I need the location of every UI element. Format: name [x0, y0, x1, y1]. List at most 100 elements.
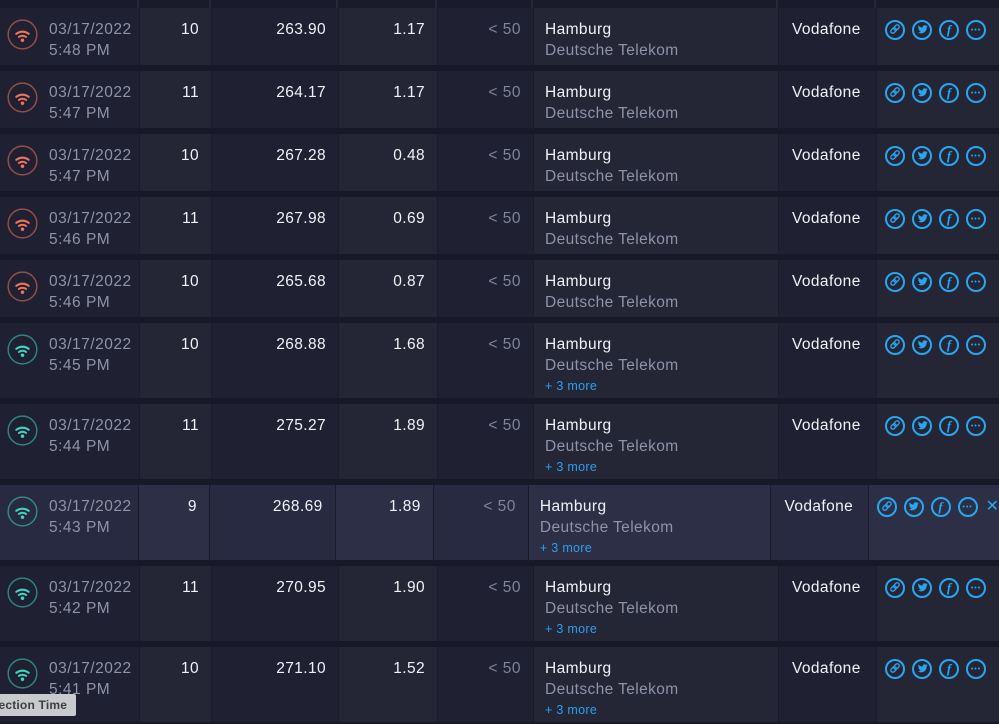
more-actions-button[interactable]: •••: [966, 20, 986, 40]
more-servers-link[interactable]: + 3 more: [545, 622, 598, 636]
result-row[interactable]: 03/17/2022 5:46 PM 11 267.98 0.69 < 50 H…: [0, 197, 999, 254]
provider-name: Vodafone: [770, 485, 868, 560]
result-row[interactable]: 03/17/2022 5:43 PM 9 268.69 1.89 < 50 Ha…: [0, 485, 999, 560]
copy-link-button[interactable]: [885, 209, 905, 229]
copy-link-button[interactable]: [885, 416, 905, 436]
upload-speed: 1.89: [334, 485, 433, 560]
copy-link-button[interactable]: [885, 578, 905, 598]
share-twitter-button[interactable]: [912, 335, 932, 355]
share-twitter-button[interactable]: [912, 146, 932, 166]
facebook-icon: f: [946, 211, 952, 226]
more-actions-button[interactable]: •••: [966, 83, 986, 103]
result-time: 5:41 PM: [49, 681, 111, 698]
result-row[interactable]: 03/17/2022 5:42 PM 11 270.95 1.90 < 50 H…: [0, 566, 999, 641]
share-twitter-button[interactable]: [912, 83, 932, 103]
facebook-icon: f: [946, 85, 952, 100]
result-date-cell: 03/17/2022 5:46 PM: [0, 260, 139, 317]
share-facebook-button[interactable]: f: [939, 20, 959, 40]
share-facebook-button[interactable]: f: [939, 83, 959, 103]
upload-speed: 1.17: [338, 8, 437, 65]
facebook-icon: f: [946, 337, 952, 352]
link-icon: [889, 149, 901, 164]
share-facebook-button[interactable]: f: [939, 659, 959, 679]
result-date-cell: 03/17/2022 5:47 PM: [0, 71, 139, 128]
more-actions-button[interactable]: •••: [966, 335, 986, 355]
share-twitter-button[interactable]: [912, 272, 932, 292]
result-row[interactable]: 03/17/2022 5:48 PM 10 263.90 1.17 < 50 H…: [0, 8, 999, 65]
connections-count: 10: [139, 323, 211, 398]
copy-link-button[interactable]: [876, 497, 897, 517]
provider-name: Vodafone: [778, 404, 876, 479]
copy-link-button[interactable]: [885, 83, 905, 103]
download-speed: 267.28: [211, 134, 338, 191]
copy-link-button[interactable]: [885, 335, 905, 355]
twitter-icon: [908, 500, 919, 515]
result-row[interactable]: 03/17/2022 5:46 PM 10 265.68 0.87 < 50 H…: [0, 260, 999, 317]
result-date: 03/17/2022: [49, 336, 132, 353]
wifi-icon: [7, 19, 38, 50]
connections-count: 10: [139, 260, 211, 317]
share-facebook-button[interactable]: f: [939, 416, 959, 436]
copy-link-button[interactable]: [885, 659, 905, 679]
more-actions-button[interactable]: •••: [966, 146, 986, 166]
share-facebook-button[interactable]: f: [930, 497, 951, 517]
result-date: 03/17/2022: [49, 210, 132, 227]
share-actions-cell: f •••: [876, 197, 999, 254]
wifi-icon: [7, 658, 38, 689]
result-time: 5:42 PM: [49, 600, 111, 617]
copy-link-button[interactable]: [885, 146, 905, 166]
more-actions-button[interactable]: •••: [966, 578, 986, 598]
ellipsis-icon: •••: [970, 584, 982, 592]
server-isp: Deutsche Telekom: [545, 600, 679, 617]
upload-speed: 1.52: [338, 647, 437, 722]
more-actions-button[interactable]: •••: [966, 209, 986, 229]
copy-link-button[interactable]: [885, 272, 905, 292]
provider-name: Vodafone: [778, 197, 876, 254]
more-servers-link[interactable]: + 3 more: [545, 379, 598, 393]
ellipsis-icon: •••: [970, 89, 982, 97]
share-facebook-button[interactable]: f: [939, 209, 959, 229]
share-facebook-button[interactable]: f: [939, 272, 959, 292]
connections-count: 11: [139, 404, 211, 479]
server-city: Hamburg: [545, 579, 612, 596]
share-facebook-button[interactable]: f: [939, 578, 959, 598]
server-city: Hamburg: [545, 336, 612, 353]
link-icon: [889, 662, 901, 677]
result-date-cell: 03/17/2022 5:42 PM: [0, 566, 139, 641]
share-twitter-button[interactable]: [912, 416, 932, 436]
result-row[interactable]: 03/17/2022 5:47 PM 10 267.28 0.48 < 50 H…: [0, 134, 999, 191]
wifi-icon: [7, 271, 38, 302]
more-actions-button[interactable]: •••: [966, 272, 986, 292]
more-actions-button[interactable]: •••: [957, 497, 978, 517]
share-facebook-button[interactable]: f: [939, 146, 959, 166]
ellipsis-icon: •••: [970, 152, 982, 160]
link-icon: [889, 419, 901, 434]
ellipsis-icon: •••: [970, 665, 982, 673]
more-servers-link[interactable]: + 3 more: [539, 541, 592, 555]
result-row[interactable]: 03/17/2022 5:44 PM 11 275.27 1.89 < 50 H…: [0, 404, 999, 479]
previous-row-remnant: [0, 0, 999, 8]
share-twitter-button[interactable]: [912, 20, 932, 40]
result-date-cell: 03/17/2022 5:43 PM: [0, 485, 138, 560]
more-servers-link[interactable]: + 3 more: [545, 460, 598, 474]
result-row[interactable]: 03/17/2022 5:41 PM 10 271.10 1.52 < 50 H…: [0, 647, 999, 722]
share-twitter-button[interactable]: [912, 659, 932, 679]
ping-value: < 50: [437, 323, 533, 398]
copy-link-button[interactable]: [885, 20, 905, 40]
result-row[interactable]: 03/17/2022 5:45 PM 10 268.88 1.68 < 50 H…: [0, 323, 999, 398]
connections-count: 9: [137, 485, 209, 560]
share-twitter-button[interactable]: [912, 209, 932, 229]
share-twitter-button[interactable]: [912, 578, 932, 598]
share-facebook-button[interactable]: f: [939, 335, 959, 355]
close-result-button[interactable]: ✕: [985, 498, 999, 515]
result-time: 5:43 PM: [49, 519, 111, 536]
more-actions-button[interactable]: •••: [966, 416, 986, 436]
result-row[interactable]: 03/17/2022 5:47 PM 11 264.17 1.17 < 50 H…: [0, 71, 999, 128]
result-time: 5:44 PM: [49, 438, 111, 455]
connections-count: 11: [139, 71, 211, 128]
share-actions-cell: f •••: [876, 323, 999, 398]
more-servers-link[interactable]: + 3 more: [545, 703, 598, 717]
more-actions-button[interactable]: •••: [966, 659, 986, 679]
share-twitter-button[interactable]: [903, 497, 924, 517]
